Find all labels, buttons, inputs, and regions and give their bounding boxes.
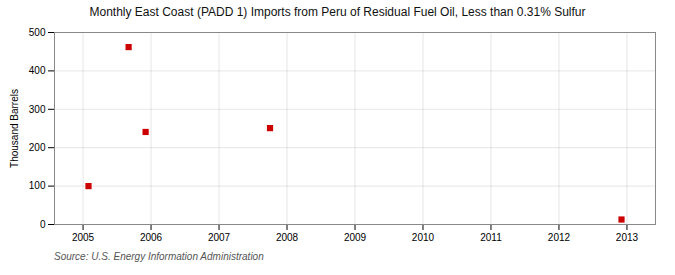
html-text:Monthly East Coast (PADD 1) Im: Monthly East Coast (PADD 1) Imports from… [89, 5, 586, 19]
svg-text:200: 200 [29, 142, 46, 153]
svg-text:2012: 2012 [548, 232, 571, 243]
html-text:Source: U.S. Energy Informatio: Source: U.S. Energy Information Administ… [54, 251, 264, 262]
svg-text:2005: 2005 [72, 232, 95, 243]
svg-text:2009: 2009 [344, 232, 367, 243]
svg-text:100: 100 [29, 180, 46, 191]
svg-text:2011: 2011 [480, 232, 502, 243]
svg-text:2007: 2007 [208, 232, 231, 243]
svg-text:300: 300 [29, 104, 46, 115]
svg-text:2013: 2013 [616, 232, 639, 243]
svg-text:2010: 2010 [412, 232, 435, 243]
svg-text:Thousand Barrels: Thousand Barrels [9, 89, 20, 168]
svg-text:0: 0 [40, 219, 46, 230]
svg-text:400: 400 [29, 65, 46, 76]
svg-text:500: 500 [29, 27, 46, 38]
svg-text:2008: 2008 [276, 232, 299, 243]
svg-text:2006: 2006 [140, 232, 163, 243]
